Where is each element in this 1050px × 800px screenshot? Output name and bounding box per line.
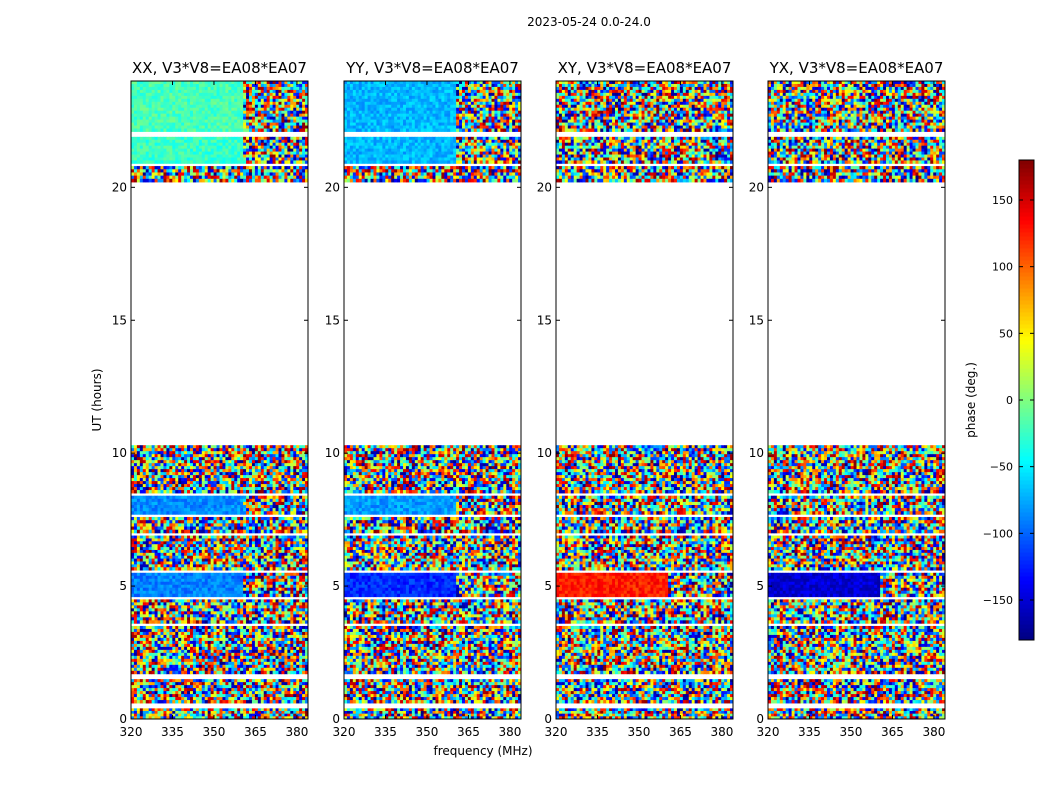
panel-title: YX, V3*V8=EA08*EA07 xyxy=(769,59,944,77)
y-tick-label: 0 xyxy=(544,712,552,726)
figure-suptitle: 2023-05-24 0.0-24.0 xyxy=(527,15,651,29)
heatmap-cells xyxy=(131,81,309,720)
y-tick-label: 15 xyxy=(325,313,340,327)
panel-title: YY, V3*V8=EA08*EA07 xyxy=(345,59,519,77)
colorbar-tick-label: 0 xyxy=(1006,394,1013,407)
y-tick-label: 0 xyxy=(119,712,127,726)
x-tick-label: 350 xyxy=(203,725,226,739)
y-tick-label: 20 xyxy=(537,180,552,194)
y-tick-label: 20 xyxy=(749,180,764,194)
x-tick-label: 365 xyxy=(457,725,480,739)
panel-1: YY, V3*V8=EA08*EA07 320 335 350 365 380 0 5 10 15… xyxy=(325,59,522,739)
x-tick-label: 335 xyxy=(798,725,821,739)
y-tick-label: 0 xyxy=(756,712,764,726)
panel-title: XX, V3*V8=EA08*EA07 xyxy=(132,59,307,77)
colorbar-tick-label: −150 xyxy=(983,594,1013,607)
panel-frame xyxy=(343,80,522,720)
x-tick-label: 320 xyxy=(120,725,143,739)
y-tick-label: 10 xyxy=(537,446,552,460)
panels-group: XX, V3*V8=EA08*EA07 320 335 350 365 380 0 5 10 15… xyxy=(112,59,946,739)
y-tick-label: 5 xyxy=(544,579,552,593)
y-tick-label: 10 xyxy=(325,446,340,460)
colorbar-tick-label: 50 xyxy=(999,327,1013,340)
x-tick-label: 350 xyxy=(416,725,439,739)
y-tick-label: 20 xyxy=(112,180,127,194)
x-tick-label: 335 xyxy=(374,725,397,739)
x-tick-label: 350 xyxy=(628,725,651,739)
x-tick-label: 320 xyxy=(757,725,780,739)
x-tick-label: 380 xyxy=(922,725,945,739)
x-tick-label: 365 xyxy=(669,725,692,739)
panel-frame xyxy=(767,80,946,720)
y-tick-label: 10 xyxy=(749,446,764,460)
x-axis-label: frequency (MHz) xyxy=(433,744,532,758)
x-tick-label: 320 xyxy=(333,725,356,739)
y-tick-label: 5 xyxy=(756,579,764,593)
panel-title: XY, V3*V8=EA08*EA07 xyxy=(558,59,732,77)
x-tick-label: 320 xyxy=(545,725,568,739)
panel-frame xyxy=(130,80,309,720)
panel-frame xyxy=(555,80,734,720)
panel-2: XY, V3*V8=EA08*EA07 320 335 350 365 380 0 5 10 15… xyxy=(537,59,734,739)
x-tick-label: 365 xyxy=(881,725,904,739)
colorbar-label: phase (deg.) xyxy=(964,362,978,438)
x-tick-label: 380 xyxy=(710,725,733,739)
y-tick-label: 0 xyxy=(332,712,340,726)
panel-3: YX, V3*V8=EA08*EA07 320 335 350 365 380 0 5 10 15… xyxy=(749,59,946,739)
x-tick-label: 365 xyxy=(244,725,267,739)
colorbar-tick-label: 100 xyxy=(992,261,1013,274)
colorbar-tick-label: 150 xyxy=(992,194,1013,207)
y-tick-label: 15 xyxy=(112,313,127,327)
y-tick-label: 5 xyxy=(332,579,340,593)
panel-0: XX, V3*V8=EA08*EA07 320 335 350 365 380 0 5 10 15… xyxy=(112,59,309,739)
colorbar-tick-label: −100 xyxy=(983,527,1013,540)
y-tick-label: 5 xyxy=(119,579,127,593)
x-tick-label: 335 xyxy=(161,725,184,739)
x-tick-label: 335 xyxy=(586,725,609,739)
colorbar-gradient xyxy=(1019,160,1034,641)
x-tick-label: 380 xyxy=(498,725,521,739)
y-tick-label: 15 xyxy=(749,313,764,327)
heatmap-cells xyxy=(768,81,946,720)
colorbar-tick-label: −50 xyxy=(990,461,1013,474)
y-tick-label: 20 xyxy=(325,180,340,194)
x-tick-label: 380 xyxy=(285,725,308,739)
x-tick-label: 350 xyxy=(840,725,863,739)
phase-colorbar: −150 −100 −50 0 50 100 150 xyxy=(983,159,1035,641)
heatmap-cells xyxy=(556,81,734,720)
y-axis-label: UT (hours) xyxy=(90,368,104,431)
y-tick-label: 15 xyxy=(537,313,552,327)
y-tick-label: 10 xyxy=(112,446,127,460)
heatmap-cells xyxy=(344,81,522,720)
